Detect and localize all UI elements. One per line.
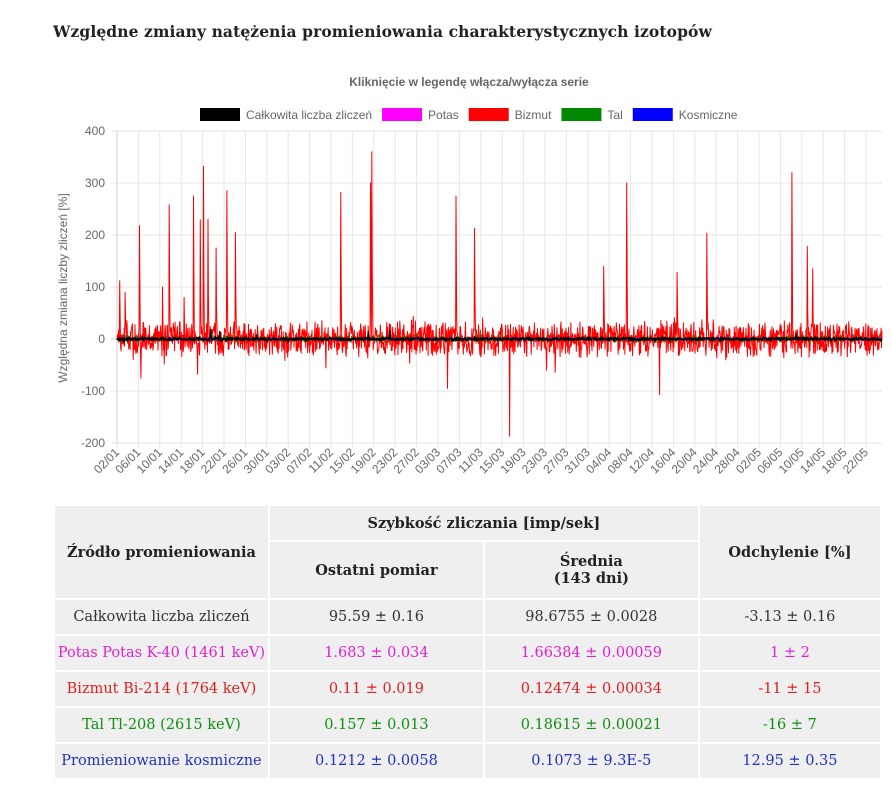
deviation-cell: 1 ± 2	[699, 636, 880, 670]
table-body: Całkowita liczba zliczeń 95.59 ± 0.16 98.6…	[55, 600, 880, 778]
deviation-cell: -11 ± 15	[699, 672, 880, 706]
source-cell: Potas Potas K-40 (1461 keV)	[55, 636, 268, 670]
legend-label: Kosmiczne	[679, 108, 738, 122]
series-line	[116, 151, 883, 437]
y-tick-label: 300	[85, 176, 105, 190]
last-measurement-cell: 95.59 ± 0.16	[269, 600, 483, 634]
header-deviation: Odchylenie [%]	[699, 506, 880, 598]
legend-item[interactable]: Potas	[382, 108, 459, 122]
legend-swatch	[382, 108, 423, 121]
x-axis: 02/0106/0110/0114/0118/0122/0126/0130/01…	[91, 445, 871, 476]
deviation-cell: 12.95 ± 0.35	[699, 744, 880, 778]
y-tick-label: -200	[81, 436, 105, 450]
series-line	[116, 328, 883, 344]
last-measurement-cell: 0.1212 ± 0.0058	[269, 744, 483, 778]
y-tick-label: 100	[85, 280, 105, 294]
header-last-measurement: Ostatni pomiar	[269, 542, 483, 598]
legend-swatch	[632, 108, 673, 121]
y-axis: -200 -100 0 100 200 300 400	[81, 124, 105, 450]
legend-label: Tal	[607, 108, 622, 122]
y-tick-label: 400	[85, 124, 105, 138]
table-row: Tal Tl-208 (2615 keV) 0.157 ± 0.013 0.1861…	[55, 708, 880, 742]
legend-label: Potas	[428, 108, 459, 122]
source-cell: Tal Tl-208 (2615 keV)	[55, 708, 268, 742]
last-measurement-cell: 0.157 ± 0.013	[269, 708, 483, 742]
page-title: Względne zmiany natężenia promieniowania…	[53, 22, 712, 41]
count-rate-table: Źródło promieniowania Szybkość zliczania…	[53, 504, 882, 780]
legend-item[interactable]: Tal	[561, 108, 623, 122]
header-average: Średnia (143 dni)	[484, 542, 698, 598]
x-tick-label: 22/05	[840, 445, 871, 476]
table-row: Bizmut Bi-214 (1764 keV) 0.11 ± 0.019 0.12…	[55, 672, 880, 706]
chart-series	[116, 151, 883, 437]
average-cell: 0.12474 ± 0.00034	[484, 672, 698, 706]
average-cell: 0.18615 ± 0.00021	[484, 708, 698, 742]
deviation-cell: -3.13 ± 0.16	[699, 600, 880, 634]
table-row: Promieniowanie kosmiczne 0.1212 ± 0.0058 0…	[55, 744, 880, 778]
legend-item[interactable]: Całkowita liczba zliczeń	[200, 108, 372, 122]
table-row: Całkowita liczba zliczeń 95.59 ± 0.16 98.6…	[55, 600, 880, 634]
y-tick-label: -100	[81, 384, 105, 398]
deviation-cell: -16 ± 7	[699, 708, 880, 742]
y-axis-label: Względna zmiana liczby zliczeń [%]	[56, 193, 70, 382]
header-average-label: Średnia	[559, 553, 623, 570]
average-cell: 0.1073 ± 9.3E-5	[484, 744, 698, 778]
table-row: Potas Potas K-40 (1461 keV) 1.683 ± 0.034…	[55, 636, 880, 670]
source-cell: Całkowita liczba zliczeń	[55, 600, 268, 634]
legend-item[interactable]: Bizmut	[468, 108, 552, 122]
legend-swatch	[468, 108, 509, 121]
last-measurement-cell: 0.11 ± 0.019	[269, 672, 483, 706]
y-tick-label: 200	[85, 228, 105, 242]
chart-title: Kliknięcie w legendę włącza/wyłącza seri…	[349, 75, 589, 89]
last-measurement-cell: 1.683 ± 0.034	[269, 636, 483, 670]
legend-label: Bizmut	[515, 108, 552, 122]
y-tick-label: 0	[98, 332, 105, 346]
header-average-days: (143 dni)	[553, 570, 629, 587]
source-cell: Bizmut Bi-214 (1764 keV)	[55, 672, 268, 706]
isotope-chart: Kliknięcie w legendę włącza/wyłącza seri…	[56, 75, 883, 476]
header-source: Źródło promieniowania	[55, 506, 268, 598]
chart-legend[interactable]: Całkowita liczba zliczeń Potas Bizmut Tal Ko…	[200, 108, 738, 122]
legend-label: Całkowita liczba zliczeń	[246, 108, 372, 122]
legend-swatch	[561, 108, 602, 121]
source-cell: Promieniowanie kosmiczne	[55, 744, 268, 778]
chart-grid	[111, 130, 882, 448]
legend-item[interactable]: Kosmiczne	[632, 108, 738, 122]
legend-swatch	[200, 108, 240, 121]
count-rate-table-wrapper: Źródło promieniowania Szybkość zliczania…	[53, 504, 882, 780]
header-count-rate: Szybkość zliczania [imp/sek]	[269, 506, 698, 540]
average-cell: 98.6755 ± 0.0028	[484, 600, 698, 634]
average-cell: 1.66384 ± 0.00059	[484, 636, 698, 670]
